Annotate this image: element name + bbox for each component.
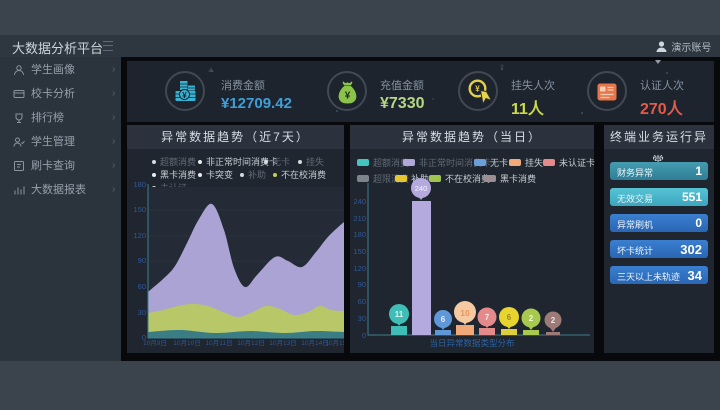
svg-text:60: 60 (358, 297, 366, 306)
svg-text:10月13日: 10月13日 (269, 339, 296, 347)
svg-text:10月14日: 10月14日 (301, 339, 328, 347)
svg-text:180: 180 (353, 230, 366, 239)
svg-text:11: 11 (395, 310, 404, 319)
svg-text:0: 0 (142, 333, 146, 342)
svg-text:240: 240 (353, 197, 366, 206)
svg-text:0: 0 (362, 331, 366, 340)
svg-text:¥: ¥ (345, 91, 351, 102)
svg-text:90: 90 (358, 280, 366, 289)
svg-text:10月10日: 10月10日 (173, 339, 200, 347)
svg-text:7: 7 (485, 313, 490, 322)
svg-text:240: 240 (415, 184, 428, 193)
svg-text:10月15日: 10月15日 (325, 339, 344, 347)
svg-text:10月11日: 10月11日 (206, 339, 233, 347)
svg-text:120: 120 (133, 231, 146, 240)
svg-text:60: 60 (138, 282, 146, 291)
svg-text:90: 90 (138, 256, 146, 265)
svg-text:2: 2 (551, 316, 556, 325)
svg-text:10月12日: 10月12日 (237, 339, 264, 347)
svg-text:当日异常数据类型分布: 当日异常数据类型分布 (429, 338, 514, 348)
svg-text:30: 30 (138, 308, 146, 317)
svg-text:10月9日: 10月9日 (143, 339, 167, 347)
svg-text:2: 2 (529, 314, 534, 323)
svg-text:¥: ¥ (475, 85, 480, 94)
svg-text:120: 120 (353, 264, 366, 273)
svg-text:180: 180 (133, 180, 146, 189)
svg-text:150: 150 (353, 247, 366, 256)
svg-text:6: 6 (507, 313, 512, 322)
svg-text:30: 30 (358, 314, 366, 323)
svg-text:10: 10 (460, 308, 470, 318)
svg-text:150: 150 (133, 205, 146, 214)
svg-text:¥: ¥ (182, 90, 187, 100)
svg-text:210: 210 (353, 214, 366, 223)
svg-text:6: 6 (441, 315, 446, 324)
